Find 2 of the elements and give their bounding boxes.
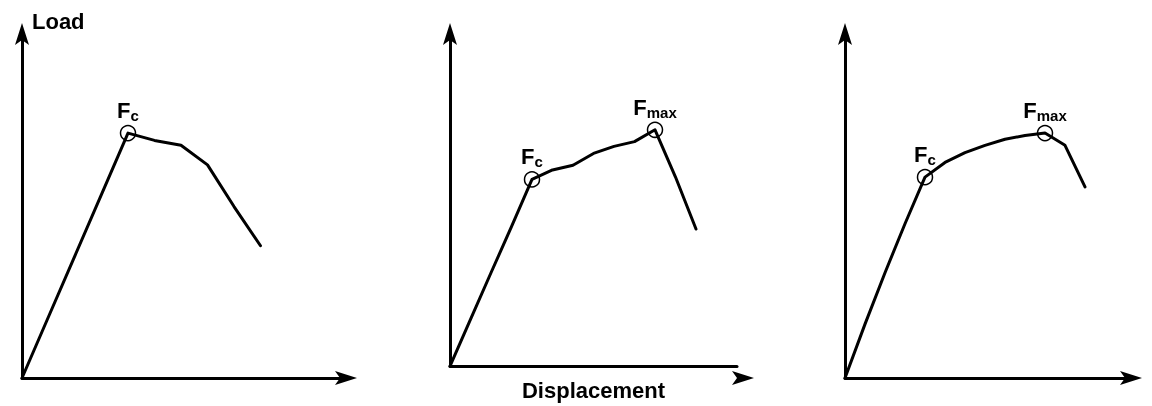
x-axis-title: Displacement bbox=[521, 377, 666, 403]
y-axis-title: Load bbox=[32, 8, 85, 34]
